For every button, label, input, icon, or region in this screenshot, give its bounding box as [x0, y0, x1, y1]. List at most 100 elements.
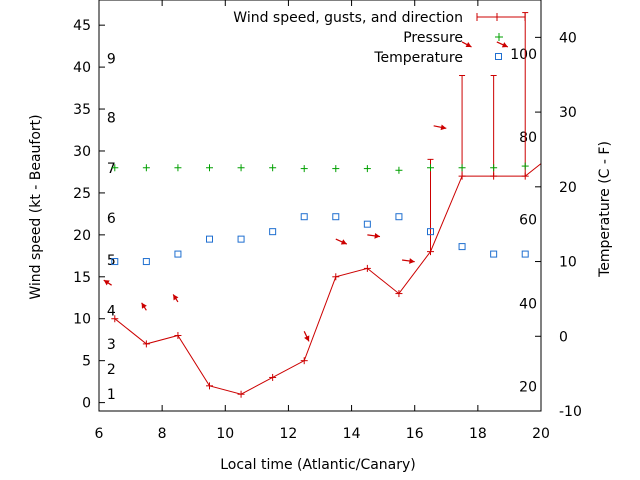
wind-gust-bar [522, 12, 529, 177]
pressure-point [300, 165, 308, 173]
wind-point [206, 382, 213, 390]
wind-point [142, 340, 150, 348]
wind-direction-arrow [103, 279, 112, 286]
x-tick-label: 6 [95, 426, 104, 442]
temperature-point [111, 258, 119, 266]
wind-direction-arrow [141, 302, 147, 311]
fahrenheit-label: 20 [519, 379, 537, 395]
pressure-point [490, 164, 498, 172]
legend: Wind speed, gusts, and direction Pressur… [233, 10, 526, 66]
x-tick-label: 14 [343, 426, 361, 442]
beaufort-label: 6 [107, 211, 116, 227]
beaufort-label: 7 [107, 161, 116, 177]
pressure-point [458, 164, 466, 172]
y2-axis-label: Temperature (C - F) [597, 141, 613, 278]
wind-speed-line [114, 163, 542, 395]
legend-label-pressure: Pressure [403, 30, 463, 46]
temperature-point [427, 228, 434, 236]
y2-tick-label: -10 [559, 404, 582, 420]
pressure-point [427, 164, 434, 172]
wind-direction-arrow [335, 238, 348, 245]
y2-tick-label: 10 [559, 255, 577, 271]
plot-frame [98, 0, 542, 412]
y-tick-label: 20 [73, 228, 91, 244]
temperature-point [174, 250, 182, 258]
temperature-point [142, 258, 150, 266]
series-layer [103, 12, 542, 398]
beaufort-label: 8 [107, 110, 116, 126]
wind-direction-arrow [433, 124, 447, 131]
tick-marks [98, 0, 542, 412]
temperature-point [395, 213, 403, 221]
y-tick-label: 30 [73, 144, 91, 160]
fahrenheit-label: 40 [519, 296, 537, 312]
x-tick-label: 20 [532, 426, 550, 442]
wind-gust-bar [427, 158, 434, 252]
temperature-point [300, 213, 308, 221]
pressure-point [521, 162, 529, 170]
wind-gust-bar [490, 74, 497, 177]
pressure-point [332, 165, 340, 173]
wind-point [237, 390, 245, 398]
y-tick-label: 15 [73, 270, 91, 286]
x-tick-label: 10 [216, 426, 234, 442]
pressure-point [237, 164, 245, 172]
pressure-point [395, 166, 403, 174]
fahrenheit-label: 100 [510, 47, 537, 63]
beaufort-label: 9 [107, 52, 116, 68]
y2-tick-label: 40 [559, 30, 577, 46]
wind-direction-arrow [303, 331, 310, 342]
pressure-point [111, 164, 119, 172]
temperature-point [363, 220, 371, 228]
wind-direction-arrow [367, 232, 381, 239]
wind-point [300, 357, 308, 365]
y2-tick-label: 30 [559, 105, 577, 121]
temperature-point [206, 235, 213, 243]
y-tick-label: 5 [82, 354, 91, 370]
x-tick-label: 12 [280, 426, 298, 442]
temperature-point [237, 235, 245, 243]
y-tick-label: 25 [73, 186, 91, 202]
x-axis-label: Local time (Atlantic/Canary) [220, 457, 416, 473]
x-tick-label: 16 [406, 426, 424, 442]
fahrenheit-label: 80 [519, 130, 537, 146]
legend-label-wind: Wind speed, gusts, and direction [233, 10, 463, 26]
wind-direction-arrow [402, 258, 415, 264]
y2-tick-label: 20 [559, 180, 577, 196]
pressure-point [269, 164, 277, 172]
beaufort-label: 4 [107, 303, 116, 319]
wind-point [111, 315, 119, 323]
wind-point [395, 290, 403, 298]
legend-swatch-wind [476, 13, 526, 21]
wind-direction-arrow [496, 41, 509, 48]
wind-point [269, 373, 277, 381]
legend-swatch-pressure [495, 33, 503, 41]
y2-tick-label: 0 [559, 329, 568, 345]
fahrenheit-label: 60 [519, 213, 537, 229]
tick-labels: 6 8 10 12 14 16 18 20051015202530354045-1001020… [73, 18, 582, 442]
wind-point [363, 264, 371, 272]
y-tick-label: 35 [73, 102, 91, 118]
pressure-point [174, 164, 182, 172]
pressure-point [142, 164, 150, 172]
legend-label-temperature: Temperature [373, 50, 463, 66]
legend-swatch-temperature [495, 53, 502, 60]
y-tick-label: 10 [73, 312, 91, 328]
temperature-point [458, 243, 466, 251]
beaufort-label: 3 [107, 337, 116, 353]
pressure-point [206, 164, 213, 172]
beaufort-label: 2 [107, 362, 116, 378]
temperature-point [490, 250, 498, 258]
wind-direction-arrow [461, 41, 472, 48]
x-tick-label: 8 [158, 426, 167, 442]
y-tick-label: 45 [73, 18, 91, 34]
wind-point [332, 273, 340, 281]
wind-direction-arrow [172, 294, 179, 303]
y-tick-label: 40 [73, 60, 91, 76]
beaufort-label: 1 [107, 387, 116, 403]
temperature-point [332, 213, 340, 221]
wind-gust-bar [459, 74, 466, 177]
y-tick-label: 0 [82, 396, 91, 412]
pressure-point [363, 165, 371, 173]
